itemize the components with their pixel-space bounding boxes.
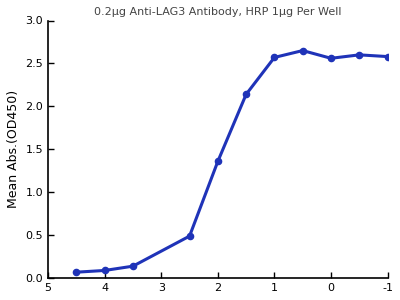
Point [73, 270, 80, 274]
Title: 0.2µg Anti-LAG3 Antibody, HRP 1µg Per Well: 0.2µg Anti-LAG3 Antibody, HRP 1µg Per We… [94, 7, 342, 17]
Y-axis label: Mean Abs.(OD450): Mean Abs.(OD450) [7, 90, 20, 208]
Point [130, 264, 136, 268]
Point [243, 92, 249, 97]
Point [271, 55, 278, 60]
Point [300, 48, 306, 53]
Point [384, 54, 391, 59]
Point [356, 52, 362, 57]
Point [215, 159, 221, 164]
Point [328, 56, 334, 61]
Point [186, 234, 193, 239]
Point [102, 268, 108, 273]
